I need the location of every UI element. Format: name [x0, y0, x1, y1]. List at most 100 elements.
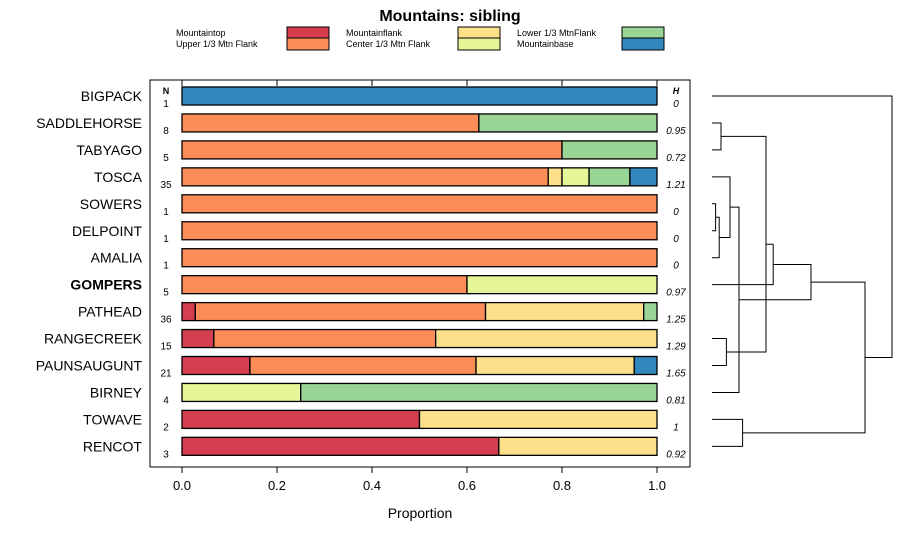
plot-frame	[149, 79, 691, 468]
bar-segment	[181, 248, 658, 268]
bar-segment	[181, 409, 421, 430]
row-h: 0.95	[666, 126, 686, 137]
row-n: 15	[160, 342, 172, 353]
dendrogram-branch	[739, 263, 812, 301]
row-label: SADDLEHORSE	[36, 115, 142, 131]
legend-swatch	[621, 37, 665, 51]
x-tick-label: 0.6	[458, 478, 476, 493]
dendrogram-branch	[712, 176, 731, 238]
x-tick-label: 1.0	[648, 478, 666, 493]
x-tick-label: 0.8	[553, 478, 571, 493]
row-n: 2	[163, 422, 169, 433]
row-h: 1.25	[666, 315, 686, 326]
dendrogram-branch	[712, 122, 722, 151]
row-n: 4	[163, 395, 169, 406]
bar-segment	[561, 140, 658, 160]
legend-swatch	[286, 37, 330, 51]
row-h: 0.92	[666, 449, 686, 460]
row-h: 0	[673, 261, 679, 272]
bar-segment	[475, 355, 635, 376]
plot-area: N H BIGPACK 1 0 SADDLEHORSE 8 0.95 TABYAGO 5 0.7…	[36, 79, 691, 493]
legend-swatch	[457, 26, 501, 40]
row-n: 3	[163, 449, 169, 460]
row-label: RANGECREEK	[44, 331, 143, 347]
row-label: GOMPERS	[70, 277, 142, 293]
chart-title: Mountains: sibling	[379, 8, 520, 25]
row-h: 1.21	[666, 180, 685, 191]
dendrogram	[712, 95, 893, 447]
dendrogram-branch	[712, 418, 744, 447]
row-n: 1	[163, 99, 169, 110]
x-tick-label: 0.0	[173, 478, 191, 493]
bar-segment	[466, 274, 658, 295]
bar-segment	[181, 274, 468, 295]
row-n: 5	[163, 288, 169, 299]
x-tick-label: 0.2	[268, 478, 286, 493]
h-header: H	[673, 86, 680, 96]
bar-segment	[181, 355, 251, 376]
bar-segment	[478, 113, 658, 133]
row-label: BIRNEY	[90, 384, 143, 400]
legend-label: Upper 1/3 Mtn Flank	[176, 39, 258, 49]
dendrogram-branch	[712, 206, 740, 393]
legend-swatch	[286, 26, 330, 40]
row-h: 0.81	[666, 395, 685, 406]
bar-segment	[484, 301, 645, 322]
bar-segment	[181, 436, 500, 457]
row-h: 0.97	[666, 288, 686, 299]
row-label: DELPOINT	[72, 223, 142, 239]
dendrogram-branch	[742, 281, 866, 434]
row-label: BIGPACK	[81, 88, 143, 104]
row-label: TABYAGO	[76, 142, 142, 158]
row-h: 0	[673, 234, 679, 245]
row-n: 8	[163, 126, 169, 137]
x-tick-label: 0.4	[363, 478, 381, 493]
row-label: PATHEAD	[78, 304, 142, 320]
bar-segment	[418, 409, 658, 430]
row-h: 1	[673, 422, 679, 433]
row-h: 1.29	[666, 342, 686, 353]
bar-segment	[181, 140, 563, 160]
bar-segment	[181, 328, 215, 349]
row-label: TOSCA	[94, 169, 143, 185]
row-h: 1.65	[666, 369, 686, 380]
bar-segment	[547, 167, 563, 187]
legend-swatch	[457, 37, 501, 51]
row-h: 0	[673, 207, 679, 218]
bar-segment	[181, 194, 658, 214]
legend-swatch	[621, 26, 665, 40]
row-n: 1	[163, 207, 169, 218]
row-n: 21	[160, 369, 172, 380]
legend-label: Mountaintop	[176, 28, 226, 38]
bar-segment	[194, 301, 487, 322]
bar-segment	[643, 301, 658, 322]
x-axis-label: Proportion	[388, 505, 453, 521]
dendrogram-branch	[712, 243, 774, 286]
dendrogram-branch	[712, 338, 727, 366]
legend-label: Mountainflank	[346, 28, 403, 38]
row-h: 0	[673, 99, 679, 110]
n-header: N	[163, 86, 170, 96]
row-n: 1	[163, 261, 169, 272]
row-n: 36	[160, 315, 172, 326]
bar-segment	[181, 221, 658, 241]
row-n: 35	[160, 180, 172, 191]
row-label: TOWAVE	[83, 411, 142, 427]
bar-segment	[434, 328, 658, 349]
bar-segment	[181, 86, 658, 106]
bar-segment	[213, 328, 437, 349]
bar-segment	[561, 167, 590, 187]
bar-segment	[629, 167, 658, 187]
row-label: AMALIA	[91, 250, 143, 266]
bar-segment	[181, 301, 196, 322]
x-axis: 0.0 0.2 0.4 0.6 0.8 1.0	[173, 80, 666, 493]
row-label: SOWERS	[80, 196, 142, 212]
legend-label: Mountainbase	[517, 39, 574, 49]
bar-segment	[498, 436, 658, 457]
bar-segment	[181, 382, 302, 403]
bar-segment	[300, 382, 658, 403]
row-label: RENCOT	[83, 438, 143, 454]
row-n: 5	[163, 153, 169, 164]
bar-segment	[181, 113, 480, 133]
